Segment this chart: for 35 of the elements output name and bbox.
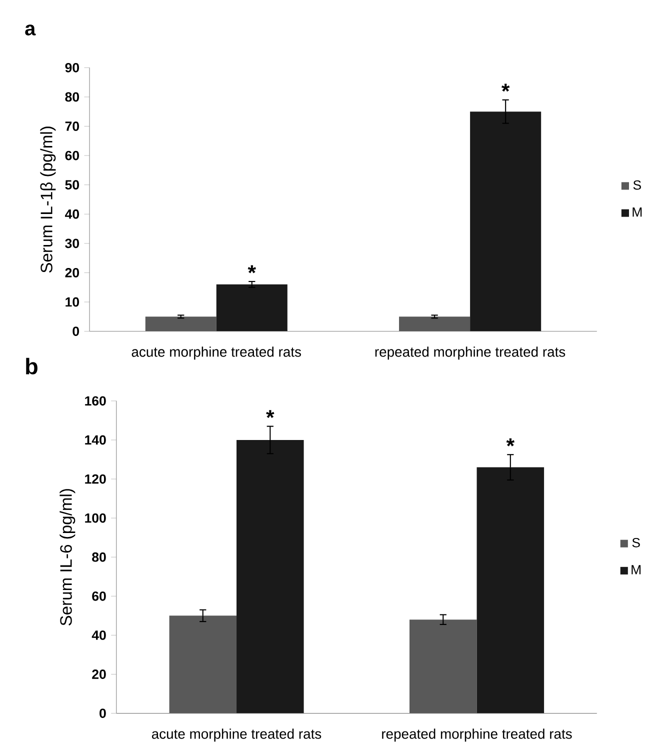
y-axis-title: Serum IL-1β (pg/ml) bbox=[40, 126, 56, 273]
y-tick-label: 30 bbox=[64, 238, 79, 248]
y-tick-label: 140 bbox=[84, 435, 106, 445]
x-tick-label: acute morphine treated rats bbox=[152, 728, 321, 742]
y-tick-label: 40 bbox=[64, 209, 79, 219]
y-tick-label: 160 bbox=[84, 396, 106, 406]
y-tick-label: 60 bbox=[65, 150, 79, 160]
y-tick-label: 20 bbox=[65, 268, 79, 278]
y-tick-label: 20 bbox=[92, 670, 106, 679]
legend-label: S bbox=[632, 538, 640, 548]
legend-label: M bbox=[632, 207, 642, 217]
x-tick-label: acute morphine treated rats bbox=[132, 346, 301, 360]
annotation: * bbox=[248, 265, 256, 274]
legend-label: S bbox=[633, 180, 641, 190]
x-tick-label: repeated morphine treated rats bbox=[382, 728, 572, 742]
y-tick-label: 0 bbox=[99, 708, 106, 718]
y-tick-label: 40 bbox=[92, 630, 106, 640]
chart-title: b bbox=[26, 358, 38, 374]
y-tick-label: 100 bbox=[84, 513, 106, 523]
annotation: * bbox=[501, 84, 510, 92]
y-tick-label: 50 bbox=[65, 180, 79, 190]
legend-label: M bbox=[631, 565, 640, 574]
y-tick-label: 80 bbox=[65, 92, 79, 102]
y-tick-label: 60 bbox=[92, 591, 106, 601]
y-axis-title: Serum IL-6 (pg/ml) bbox=[60, 489, 75, 626]
y-tick-label: 10 bbox=[65, 297, 79, 307]
annotation: * bbox=[506, 438, 514, 446]
y-tick-label: 90 bbox=[65, 62, 79, 72]
annotation: * bbox=[266, 410, 274, 418]
chart-title: a bbox=[25, 24, 36, 36]
y-tick-label: 80 bbox=[92, 552, 106, 562]
y-tick-label: 120 bbox=[84, 474, 106, 484]
y-tick-label: 0 bbox=[72, 326, 79, 336]
y-tick-label: 70 bbox=[65, 122, 79, 131]
x-tick-label: repeated morphine treated rats bbox=[375, 346, 565, 360]
